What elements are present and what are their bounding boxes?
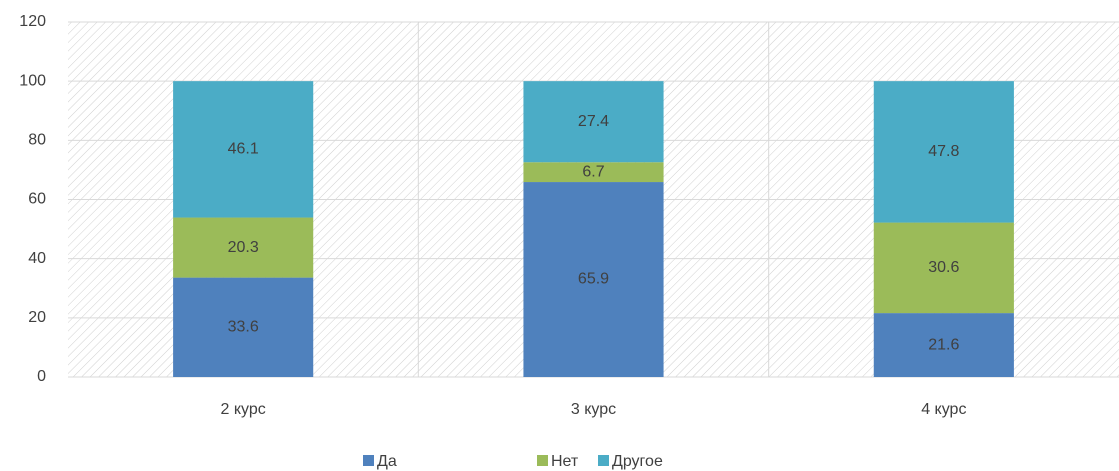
x-tick-label: 4 курс bbox=[921, 401, 966, 418]
bar-segment bbox=[873, 222, 1014, 314]
legend-label: Да bbox=[377, 453, 397, 470]
x-tick-label: 2 курс bbox=[221, 401, 266, 418]
legend-swatch bbox=[537, 455, 548, 466]
y-tick-label: 100 bbox=[19, 72, 46, 89]
bar-segment bbox=[173, 277, 314, 377]
y-tick-label: 40 bbox=[28, 250, 46, 267]
data-label: 6.7 bbox=[582, 163, 604, 180]
legend-swatch bbox=[598, 455, 609, 466]
bar-segment bbox=[873, 81, 1014, 223]
bar-segment bbox=[873, 313, 1014, 377]
data-label: 20.3 bbox=[228, 239, 259, 256]
legend-swatch bbox=[363, 455, 374, 466]
bar-segment bbox=[523, 182, 664, 377]
data-label: 65.9 bbox=[578, 271, 609, 288]
data-label: 21.6 bbox=[928, 336, 959, 353]
y-tick-label: 20 bbox=[28, 309, 46, 326]
legend-label: Другое bbox=[612, 453, 663, 470]
bar-segment bbox=[523, 162, 664, 183]
y-tick-label: 120 bbox=[19, 13, 46, 30]
bar-segment bbox=[523, 81, 664, 163]
data-label: 30.6 bbox=[928, 259, 959, 276]
data-label: 47.8 bbox=[928, 143, 959, 160]
data-label: 33.6 bbox=[228, 319, 259, 336]
bar-segment bbox=[173, 217, 314, 278]
bar-segment bbox=[173, 81, 314, 218]
y-tick-label: 80 bbox=[28, 132, 46, 149]
y-tick-label: 0 bbox=[37, 368, 46, 385]
legend-label: Нет bbox=[551, 453, 579, 470]
data-label: 46.1 bbox=[228, 141, 259, 158]
data-label: 27.4 bbox=[578, 113, 609, 130]
x-tick-label: 3 курс bbox=[571, 401, 616, 418]
y-tick-label: 60 bbox=[28, 191, 46, 208]
